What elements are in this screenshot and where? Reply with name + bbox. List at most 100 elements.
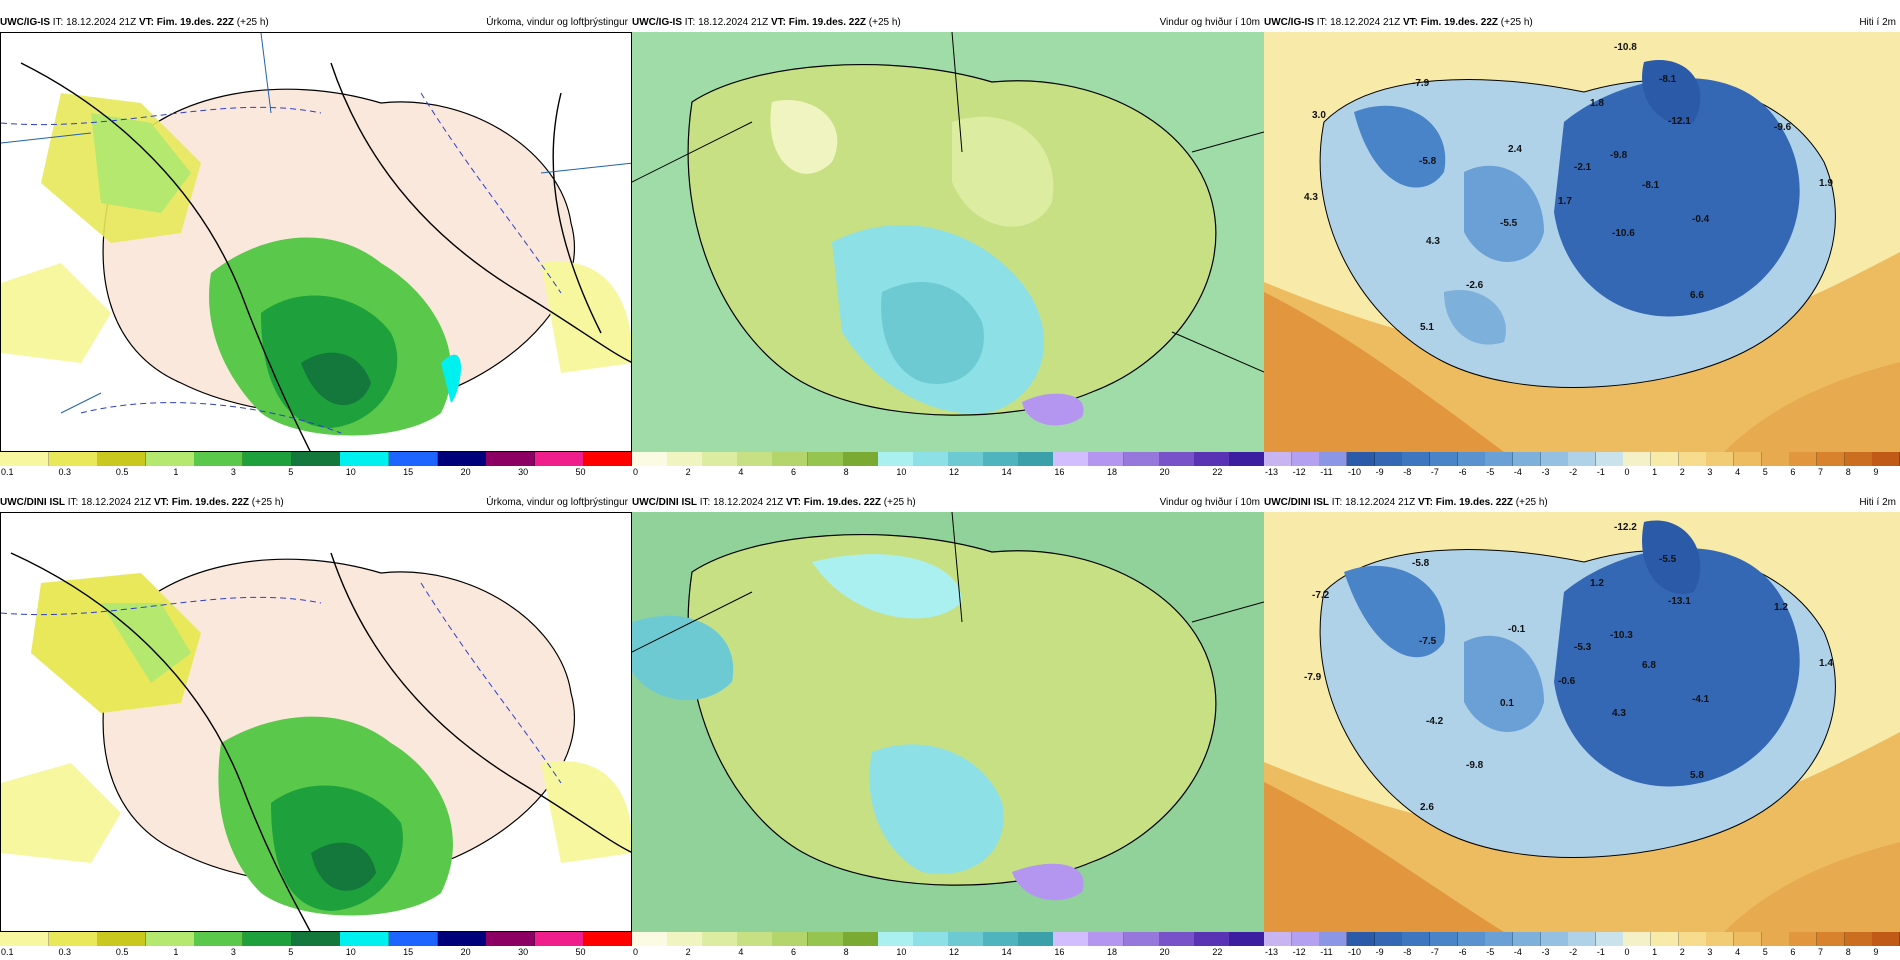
colorbar-swatch: [1595, 932, 1624, 946]
lead-time: (+25 h): [1500, 17, 1533, 28]
lead-time: (+25 h): [251, 497, 284, 508]
temp-station-label: -13.1: [1668, 596, 1691, 607]
colorbar-tick-label: 0.1: [1, 467, 14, 477]
panel-title: Vindur og hviður í 10m: [1159, 17, 1260, 28]
colorbar-tick-label: 50: [575, 467, 586, 477]
colorbar-swatch: [1512, 932, 1541, 946]
colorbar-swatch: [948, 452, 984, 466]
colorbar-tick-label: 22: [1212, 467, 1223, 477]
colorbar-tick-label: 9: [1873, 947, 1879, 957]
temp-station-label: -12.2: [1614, 522, 1637, 533]
colorbar-tick-label: -5: [1486, 947, 1495, 957]
temp-station-label: -9.8: [1610, 150, 1628, 161]
colorbar-tick-label: -12: [1292, 467, 1306, 477]
colorbar-swatch: [632, 452, 668, 466]
colorbar-swatch: [243, 932, 293, 946]
colorbar-swatch: [702, 452, 739, 466]
colorbar-swatch: [437, 452, 487, 466]
precip-colorbar: 0.1 0.3 0.5 1 3 5 10 15 20 30 50: [0, 452, 632, 480]
colorbar-swatch: [1789, 452, 1818, 466]
colorbar-tick-label: 1: [1652, 947, 1658, 957]
colorbar-swatch: [667, 452, 704, 466]
colorbar-tick-label: 3: [1707, 467, 1713, 477]
colorbar-tick-label: -8: [1403, 467, 1412, 477]
colorbar-tick-label: -5: [1486, 467, 1495, 477]
colorbar-swatch: [1053, 452, 1090, 466]
colorbar-tick-label: 1: [173, 467, 179, 477]
colorbar-swatch: [1623, 452, 1652, 466]
colorbar-tick-label: -12: [1292, 947, 1306, 957]
colorbar-tick-label: 0: [1624, 467, 1630, 477]
panel-header: UWC/DINI ISL IT: 18.12.2024 21Z VT: Fim.…: [0, 494, 284, 512]
colorbar-tick-label: -13: [1265, 947, 1279, 957]
colorbar-tick-label: -3: [1541, 947, 1550, 957]
colorbar-swatch: [1319, 452, 1348, 466]
valid-time: VT: Fim. 19.des. 22Z: [1417, 497, 1514, 508]
colorbar-swatch: [145, 932, 195, 946]
temp-station-label: -5.8: [1419, 156, 1437, 167]
temp-map[interactable]: -12.2 -5.8 -5.5 -7.2 1.2 -13.1 -10.3 1.2 -0.1 -7.…: [1264, 512, 1900, 932]
colorbar-tick-label: 10: [896, 467, 907, 477]
colorbar-tick-label: 1: [1652, 467, 1658, 477]
colorbar-tick-label: -11: [1320, 467, 1333, 477]
colorbar-tick-label: 14: [1001, 947, 1012, 957]
colorbar-tick-label: -9: [1375, 947, 1384, 957]
colorbar-swatch: [1678, 932, 1707, 946]
temp-station-label: -12.1: [1668, 116, 1691, 127]
temp-station-label: 1.4: [1819, 658, 1833, 669]
panel-temp-row1: UWC/DINI ISL IT: 18.12.2024 21Z VT: Fim.…: [1264, 494, 1900, 957]
colorbar-tick-label: 10: [345, 947, 356, 957]
temp-station-label: 1.2: [1774, 602, 1788, 613]
wind-map[interactable]: [632, 32, 1264, 452]
precip-map[interactable]: [0, 32, 632, 452]
colorbar-swatch: [842, 452, 879, 466]
colorbar-swatch: [97, 452, 147, 466]
colorbar-swatch: [1540, 452, 1569, 466]
colorbar-swatch: [1457, 932, 1486, 946]
colorbar-swatch: [97, 932, 147, 946]
precip-map-svg: [1, 513, 631, 931]
precip-map[interactable]: [0, 512, 632, 932]
temp-station-label: -5.5: [1659, 554, 1677, 565]
colorbar-swatch: [1319, 932, 1348, 946]
colorbar-swatch: [842, 932, 879, 946]
panel-title: Hiti í 2m: [1859, 497, 1896, 508]
colorbar-tick-label: 2: [685, 947, 691, 957]
colorbar-swatch: [1193, 932, 1230, 946]
temp-station-label: -4.1: [1692, 694, 1710, 705]
valid-time: VT: Fim. 19.des. 22Z: [1402, 17, 1499, 28]
colorbar-swatch: [1053, 932, 1090, 946]
colorbar-tick-label: 15: [403, 467, 414, 477]
colorbar-tick-label: 18: [1107, 947, 1118, 957]
colorbar-tick-label: 22: [1212, 947, 1223, 957]
colorbar-tick-label: 5: [1762, 467, 1768, 477]
colorbar-swatch: [1374, 452, 1403, 466]
temp-station-label: -5.3: [1574, 642, 1592, 653]
init-time: IT: 18.12.2024 21Z: [1316, 17, 1401, 28]
colorbar-swatch: [48, 452, 98, 466]
colorbar-swatch: [1844, 452, 1873, 466]
colorbar-swatch: [1761, 932, 1790, 946]
colorbar-tick-label: 6: [1790, 947, 1796, 957]
temp-station-label: -8.1: [1642, 180, 1660, 191]
colorbar-tick-label: 6: [791, 947, 797, 957]
temp-station-label: 5.8: [1690, 770, 1704, 781]
model-name: UWC/DINI ISL: [0, 497, 65, 508]
colorbar-tick-label: 8: [1845, 467, 1851, 477]
colorbar-swatch: [737, 932, 774, 946]
colorbar-swatch: [1485, 932, 1514, 946]
colorbar-swatch: [291, 932, 341, 946]
colorbar-swatch: [702, 932, 739, 946]
temp-station-label: 1.2: [1590, 578, 1604, 589]
model-name: UWC/DINI ISL: [1264, 497, 1329, 508]
colorbar-tick-label: 8: [1845, 947, 1851, 957]
colorbar-tick-label: -3: [1541, 467, 1550, 477]
colorbar-swatch: [1734, 452, 1763, 466]
colorbar-tick-label: 0.1: [1, 947, 14, 957]
colorbar-tick-label: 9: [1873, 467, 1879, 477]
wind-map[interactable]: [632, 512, 1264, 932]
valid-time: VT: Fim. 19.des. 22Z: [770, 17, 867, 28]
colorbar-tick-label: 20: [1159, 947, 1170, 957]
colorbar-swatch: [1158, 452, 1195, 466]
temp-map[interactable]: -10.8 -7.9 -8.1 3.0 1.8 -12.1 -9.8 -9.6 2.4 -5.8 -…: [1264, 32, 1900, 452]
